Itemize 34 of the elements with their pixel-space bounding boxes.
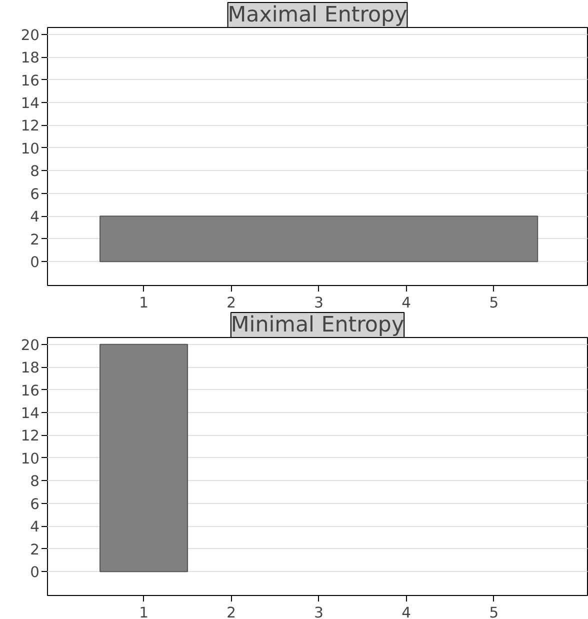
x-tick-label: 4 [402, 294, 411, 312]
y-tick-label: 0 [30, 564, 40, 582]
y-tick-label: 18 [20, 360, 40, 377]
x-tick-label: 1 [139, 294, 148, 312]
y-tick-label: 6 [30, 496, 40, 513]
y-tick-label: 6 [30, 186, 40, 203]
x-tick-label: 1 [139, 604, 148, 619]
y-tick-label: 10 [20, 450, 40, 468]
y-tick-label: 20 [20, 336, 40, 354]
x-tick-label: 4 [402, 604, 411, 619]
y-tick-label: 14 [20, 95, 40, 112]
x-tick-label: 3 [314, 294, 324, 312]
y-tick-label: 10 [20, 140, 40, 158]
y-tick-label: 2 [30, 231, 40, 248]
y-tick-label: 14 [20, 405, 40, 422]
chart-title: Minimal Entropy [230, 312, 404, 338]
y-tick-label: 4 [30, 518, 40, 536]
x-tick-label: 2 [226, 294, 236, 312]
y-tick-label: 20 [20, 26, 40, 44]
x-tick-label: 5 [489, 604, 499, 619]
y-tick-label: 0 [30, 254, 40, 272]
chart-title: Maximal Entropy [228, 2, 408, 28]
y-tick-label: 16 [20, 382, 40, 400]
y-tick-label: 16 [20, 72, 40, 90]
x-tick-label: 5 [489, 294, 499, 312]
y-tick-label: 4 [30, 208, 40, 226]
y-tick-label: 18 [20, 50, 40, 67]
x-tick-label: 2 [226, 604, 236, 619]
y-tick-label: 2 [30, 541, 40, 558]
x-tick-label: 3 [314, 604, 324, 619]
y-tick-label: 8 [30, 163, 40, 180]
y-tick-label: 12 [20, 428, 40, 445]
y-tick-label: 12 [20, 118, 40, 135]
y-tick-label: 8 [30, 473, 40, 490]
